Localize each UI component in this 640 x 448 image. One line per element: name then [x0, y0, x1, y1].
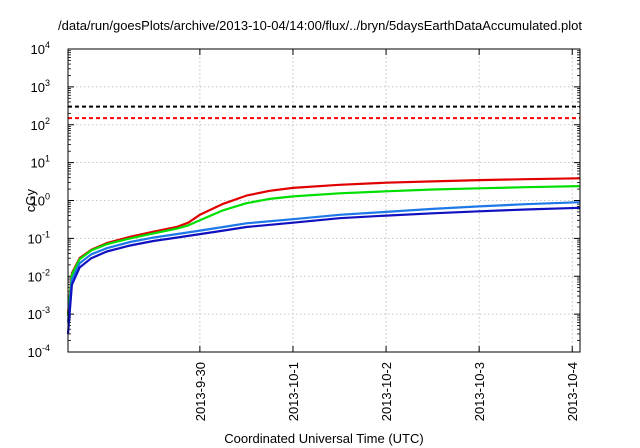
plot-frame — [67, 48, 581, 353]
series-line — [66, 185, 581, 317]
series-line — [66, 177, 581, 315]
y-tick-label: 100 — [31, 192, 50, 209]
series-line — [66, 201, 581, 323]
x-tick-label: 2013-9-30 — [193, 362, 208, 421]
y-tick-label: 103 — [31, 78, 50, 95]
y-tick-label: 10-3 — [28, 305, 50, 322]
x-tick-label: 2013-10-3 — [472, 362, 487, 421]
y-tick-label: 102 — [31, 116, 50, 133]
y-tick-label: 101 — [31, 154, 50, 171]
y-tick-label: 10-2 — [28, 267, 50, 284]
x-tick-label: 2013-10-1 — [286, 362, 301, 421]
y-tick-label: 10-1 — [28, 229, 50, 246]
x-tick-label: 2013-10-2 — [379, 362, 394, 421]
chart-title: /data/run/goesPlots/archive/2013-10-04/1… — [58, 18, 582, 33]
series-line — [66, 206, 581, 334]
y-tick-label: 104 — [31, 40, 50, 57]
y-axis-label: cGy — [23, 188, 38, 212]
x-tick-label: 2013-10-4 — [565, 362, 580, 421]
y-tick-label: 10-4 — [28, 343, 50, 360]
x-axis-label: Coordinated Universal Time (UTC) — [224, 431, 424, 446]
